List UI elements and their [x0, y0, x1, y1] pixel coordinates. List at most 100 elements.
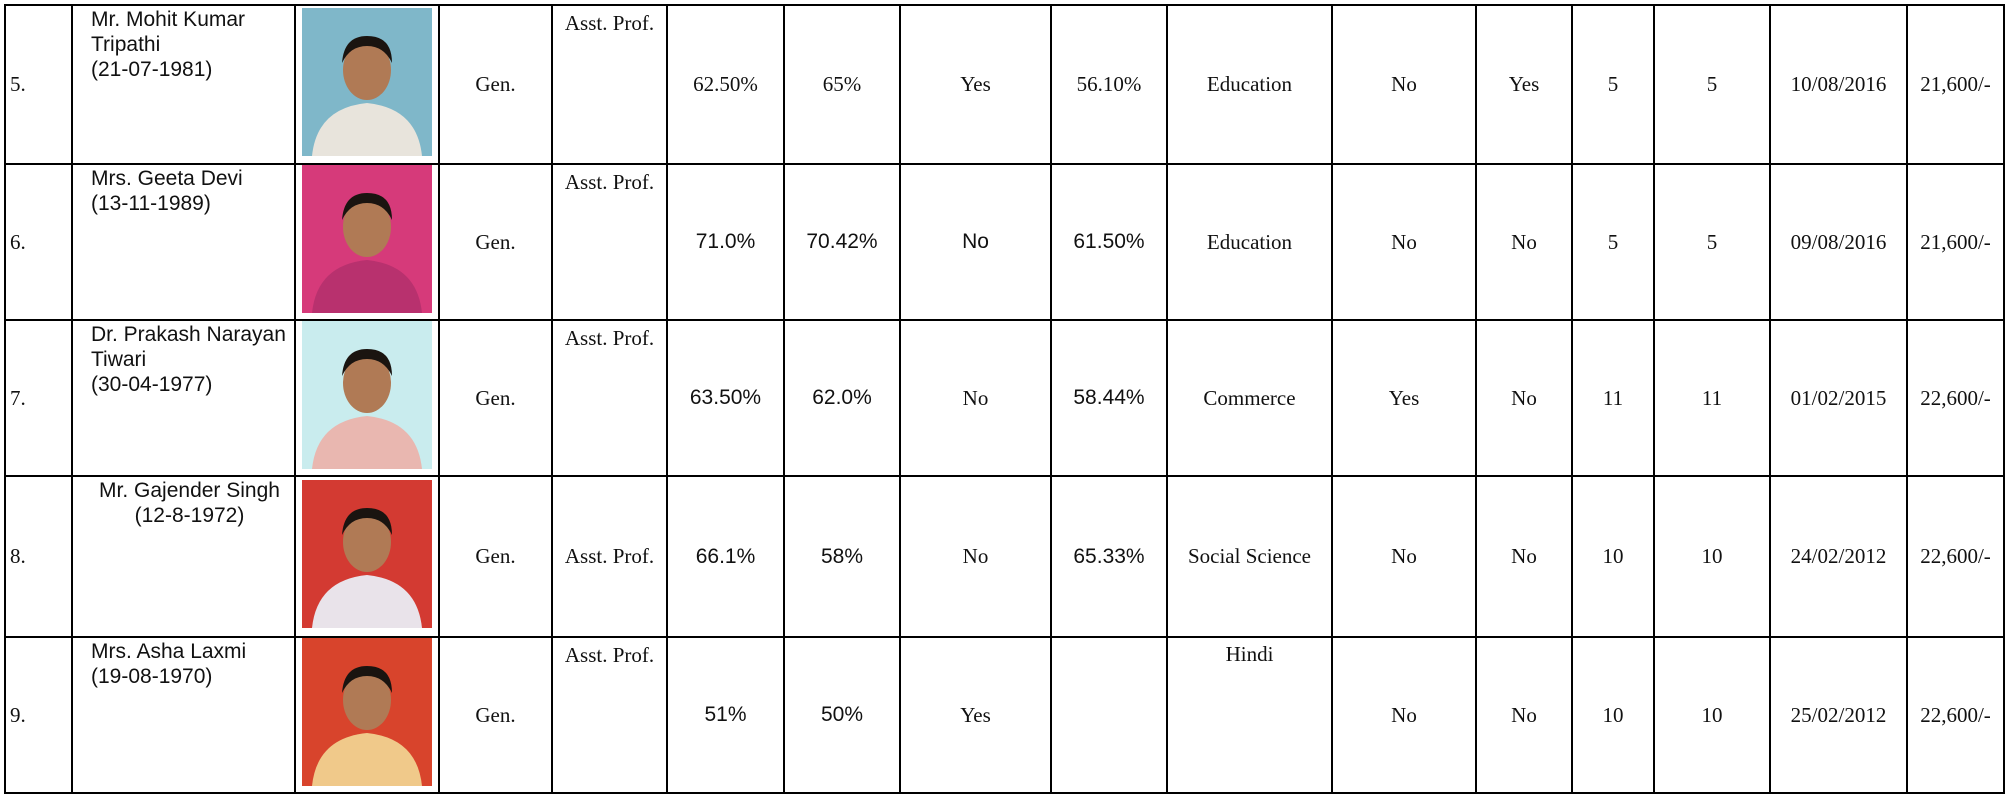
photo-cell: [294, 4, 440, 165]
percent-2: 50%: [783, 636, 901, 794]
name-cell: Mrs. Asha Laxmi (19-08-1970): [71, 636, 296, 794]
table-row: 7. Dr. Prakash Narayan Tiwari (30-04-1977)…: [4, 319, 2005, 477]
designation: Asst. Prof.: [551, 319, 668, 477]
subject: Hindi: [1166, 636, 1333, 794]
date-of-birth: (21-07-1981): [91, 57, 213, 81]
percent-1: 51%: [666, 636, 785, 794]
serial-number: 7.: [4, 319, 73, 477]
photo-cell: [294, 636, 440, 794]
table-row: 6. Mrs. Geeta Devi (13-11-1989) Gen. Asst. …: [4, 163, 2005, 321]
photo: [302, 7, 432, 156]
category: Gen.: [438, 163, 553, 321]
count: 10: [1571, 475, 1655, 638]
name-cell: Mr. Mohit Kumar Tripathi (21-07-1981): [71, 4, 296, 165]
category: Gen.: [438, 4, 553, 165]
teacher-name: Mr. Gajender Singh: [99, 479, 280, 502]
pay: 22,600/-: [1906, 475, 2005, 638]
teacher-name: Mr. Mohit Kumar Tripathi: [91, 8, 246, 56]
count: 11: [1571, 319, 1655, 477]
photo-cell: [294, 319, 440, 477]
percent-2: 58%: [783, 475, 901, 638]
pay: 22,600/-: [1906, 636, 2005, 794]
yes-no: No: [899, 319, 1052, 477]
date-of-birth: (13-11-1989): [91, 191, 211, 215]
yes-no: No: [1475, 163, 1573, 321]
date: 25/02/2012: [1769, 636, 1908, 794]
name-cell: Dr. Prakash Narayan Tiwari (30-04-1977): [71, 319, 296, 477]
designation: Asst. Prof.: [551, 475, 668, 638]
count: 11: [1653, 319, 1771, 477]
designation: Asst. Prof.: [551, 163, 668, 321]
yes-no: No: [1475, 319, 1573, 477]
date: 24/02/2012: [1769, 475, 1908, 638]
yes-no: No: [1331, 636, 1477, 794]
table-row: 5. Mr. Mohit Kumar Tripathi (21-07-1981) G…: [4, 4, 2005, 165]
serial-number: 5.: [4, 4, 73, 165]
table-row: 9. Mrs. Asha Laxmi (19-08-1970) Gen. Asst. …: [4, 636, 2005, 794]
percent-1: 66.1%: [666, 475, 785, 638]
photo-cell: [294, 163, 440, 321]
pay: 21,600/-: [1906, 163, 2005, 321]
date-of-birth: (19-08-1970): [91, 664, 213, 688]
serial-number: 8.: [4, 475, 73, 638]
percent-1: 63.50%: [666, 319, 785, 477]
name-cell: Mr. Gajender Singh (12-8-1972): [71, 475, 296, 638]
subject: Commerce: [1166, 319, 1333, 477]
subject: Education: [1166, 4, 1333, 165]
yes-no: Yes: [1331, 319, 1477, 477]
teacher-name: Mrs. Asha Laxmi: [91, 640, 247, 663]
count: 5: [1571, 4, 1655, 165]
percent-2: 70.42%: [783, 163, 901, 321]
yes-no: No: [1331, 4, 1477, 165]
date: 10/08/2016: [1769, 4, 1908, 165]
count: 5: [1571, 163, 1655, 321]
yes-no: Yes: [899, 636, 1052, 794]
designation: Asst. Prof.: [551, 4, 668, 165]
photo-cell: [294, 475, 440, 638]
subject: Social Science: [1166, 475, 1333, 638]
photo: [302, 322, 432, 469]
yes-no: No: [1331, 163, 1477, 321]
percent-3: 61.50%: [1050, 163, 1168, 321]
yes-no: Yes: [899, 4, 1052, 165]
percent-2: 65%: [783, 4, 901, 165]
count: 10: [1571, 636, 1655, 794]
pay: 22,600/-: [1906, 319, 2005, 477]
percent-3: 58.44%: [1050, 319, 1168, 477]
staff-table: 5. Mr. Mohit Kumar Tripathi (21-07-1981) G…: [4, 4, 2005, 794]
category: Gen.: [438, 319, 553, 477]
table-body: 5. Mr. Mohit Kumar Tripathi (21-07-1981) G…: [4, 4, 2005, 794]
count: 5: [1653, 163, 1771, 321]
pay: 21,600/-: [1906, 4, 2005, 165]
date-of-birth: (12-8-1972): [134, 503, 245, 527]
percent-1: 71.0%: [666, 163, 785, 321]
table-row: 8. Mr. Gajender Singh (12-8-1972) Gen. Asst…: [4, 475, 2005, 638]
count: 10: [1653, 475, 1771, 638]
photo: [302, 166, 432, 313]
photo: [302, 479, 432, 628]
category: Gen.: [438, 636, 553, 794]
percent-3: [1050, 636, 1168, 794]
photo: [302, 639, 432, 786]
subject: Education: [1166, 163, 1333, 321]
teacher-name: Mrs. Geeta Devi: [91, 167, 243, 190]
percent-2: 62.0%: [783, 319, 901, 477]
yes-no: No: [899, 163, 1052, 321]
percent-3: 56.10%: [1050, 4, 1168, 165]
percent-1: 62.50%: [666, 4, 785, 165]
serial-number: 9.: [4, 636, 73, 794]
percent-3: 65.33%: [1050, 475, 1168, 638]
yes-no: No: [1331, 475, 1477, 638]
teacher-name: Dr. Prakash Narayan Tiwari: [91, 323, 286, 371]
yes-no: No: [899, 475, 1052, 638]
serial-number: 6.: [4, 163, 73, 321]
designation: Asst. Prof.: [551, 636, 668, 794]
count: 5: [1653, 4, 1771, 165]
category: Gen.: [438, 475, 553, 638]
yes-no: No: [1475, 475, 1573, 638]
count: 10: [1653, 636, 1771, 794]
date: 01/02/2015: [1769, 319, 1908, 477]
date-of-birth: (30-04-1977): [91, 372, 213, 396]
yes-no: No: [1475, 636, 1573, 794]
